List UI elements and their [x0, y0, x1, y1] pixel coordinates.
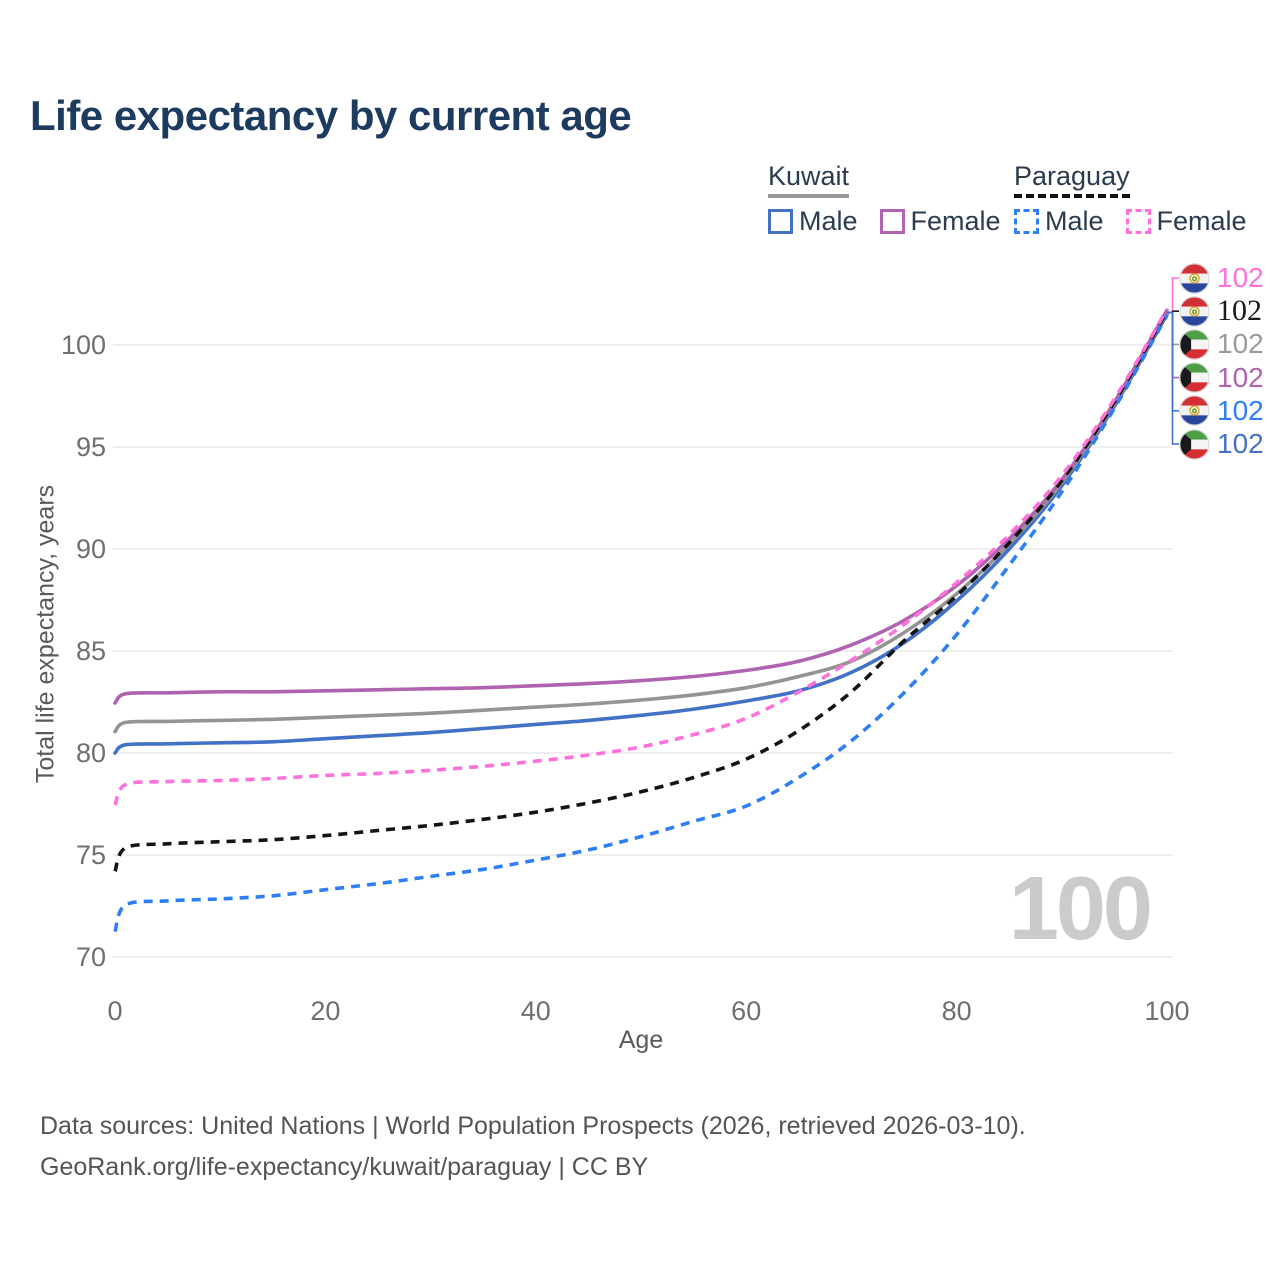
y-tick-label: 70	[76, 942, 106, 972]
series-line-paraguay-male[interactable]	[113, 314, 1169, 933]
legend-label-kuwait-male: Male	[799, 206, 858, 236]
end-label-paraguay[interactable]: 102	[1179, 295, 1262, 327]
series-line-kuwait[interactable]	[113, 310, 1169, 734]
paraguay-flag-icon	[1179, 395, 1210, 426]
legend-items-kuwait: Male Female	[768, 206, 1001, 237]
y-tick-label: 95	[76, 432, 106, 462]
end-label-paraguay-female[interactable]: 102	[1179, 262, 1264, 294]
x-tick-label: 20	[310, 996, 340, 1026]
y-tick-label: 75	[76, 840, 106, 870]
legend-group-kuwait: Kuwait Male Female	[768, 161, 1001, 237]
y-axis-title: Total life expectancy, years	[31, 484, 60, 784]
end-value-paraguay-male: 102	[1217, 394, 1264, 426]
footer-data-sources: Data sources: United Nations | World Pop…	[40, 1112, 1026, 1140]
kuwait-female-swatch-icon	[879, 209, 905, 234]
paraguay-flag-icon	[1179, 296, 1210, 327]
y-tick-label: 80	[76, 738, 106, 768]
legend-item-kuwait-female[interactable]: Female	[879, 206, 1001, 237]
y-tick-label: 90	[76, 534, 106, 564]
end-label-paraguay-male[interactable]: 102	[1179, 395, 1264, 427]
legend-label-paraguay-female: Female	[1156, 206, 1247, 236]
x-tick-label: 60	[731, 996, 761, 1026]
end-label-kuwait[interactable]: 102	[1179, 328, 1264, 360]
x-axis-title: Age	[618, 1026, 664, 1054]
kuwait-flag-icon	[1179, 329, 1210, 360]
kuwait-male-swatch-icon	[768, 209, 793, 234]
end-value-kuwait: 102	[1217, 328, 1264, 360]
series-line-paraguay[interactable]	[113, 310, 1169, 873]
end-label-leader-line	[1167, 311, 1179, 445]
kuwait-flag-icon	[1179, 428, 1210, 460]
end-value-kuwait-male: 102	[1217, 428, 1264, 459]
kuwait-flag-icon	[1179, 362, 1210, 393]
paraguay-male-swatch-icon	[1014, 209, 1039, 234]
series-line-kuwait-male[interactable]	[113, 312, 1169, 755]
legend-item-paraguay-male[interactable]: Male	[1014, 206, 1104, 237]
series-line-kuwait-female[interactable]	[113, 308, 1169, 705]
series-line-paraguay-female[interactable]	[113, 308, 1169, 806]
paraguay-flag-icon	[1179, 262, 1210, 294]
legend-item-paraguay-female[interactable]: Female	[1125, 206, 1247, 237]
legend-group-paraguay: Paraguay Male Female	[1014, 161, 1247, 237]
legend-country-paraguay[interactable]: Paraguay	[1014, 161, 1130, 198]
legend-item-kuwait-male[interactable]: Male	[768, 206, 858, 237]
legend-items-paraguay: Male Female	[1014, 206, 1247, 237]
end-label-kuwait-female[interactable]: 102	[1179, 362, 1264, 394]
end-value-paraguay-female: 102	[1217, 262, 1264, 293]
end-label-leader-line	[1167, 277, 1179, 314]
x-tick-label: 80	[942, 996, 972, 1026]
page-title: Life expectancy by current age	[30, 92, 632, 139]
y-tick-label: 85	[76, 636, 106, 666]
hovered-age-watermark: 100	[1008, 859, 1153, 959]
legend-label-paraguay-male: Male	[1045, 206, 1104, 236]
x-tick-label: 40	[521, 996, 551, 1026]
footer: Data sources: United Nations | World Pop…	[40, 1106, 1026, 1188]
footer-attribution: GeoRank.org/life-expectancy/kuwait/parag…	[40, 1153, 649, 1181]
end-value-paraguay: 102	[1217, 294, 1262, 328]
x-tick-label: 0	[107, 996, 122, 1026]
paraguay-female-swatch-icon	[1125, 209, 1151, 234]
x-tick-label: 100	[1144, 996, 1189, 1026]
end-value-kuwait-female: 102	[1217, 361, 1264, 393]
y-tick-label: 100	[61, 330, 106, 360]
end-label-kuwait-male[interactable]: 102	[1179, 428, 1264, 460]
legend-country-kuwait[interactable]: Kuwait	[768, 161, 850, 198]
legend-label-kuwait-female: Female	[910, 206, 1001, 236]
